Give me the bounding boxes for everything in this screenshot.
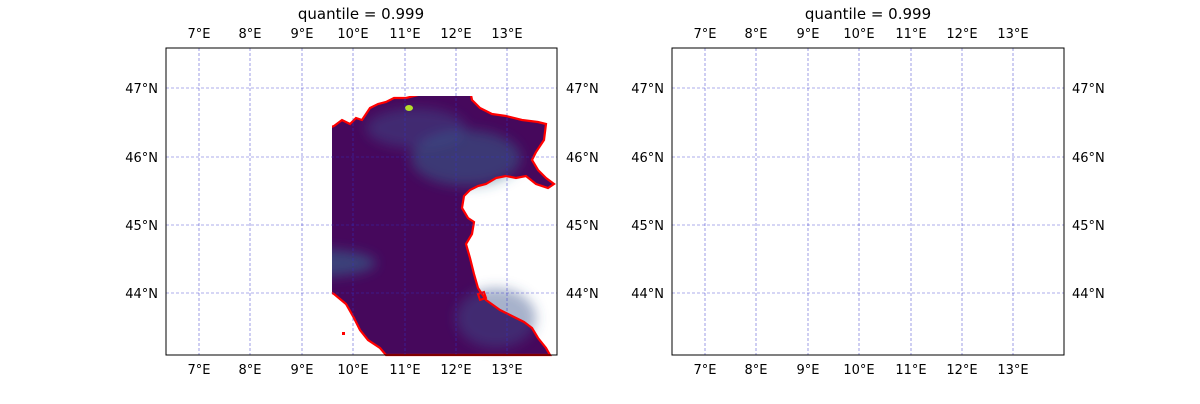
lon-tick-bottom-right-0: 7°E [694,363,717,378]
lat-tick-right-left-3: 44°N [566,287,599,302]
hotspot-left [405,105,413,111]
lat-tick-right-left-2: 45°N [566,219,599,234]
lon-tick-top-right-5: 12°E [946,27,977,42]
precip-field-left [332,96,556,357]
lat-tick-left-left-2: 45°N [125,219,158,234]
lat-tick-left-left-1: 46°N [125,151,158,166]
lat-tick-left-right-3: 44°N [631,287,664,302]
lat-tick-left-right-2: 45°N [631,219,664,234]
lon-tick-bottom-right-6: 13°E [997,363,1028,378]
lat-tick-right-left-0: 47°N [566,82,599,97]
lon-tick-top-left-3: 10°E [337,27,368,42]
lon-tick-top-right-1: 8°E [745,27,768,42]
lat-tick-left-left-0: 47°N [125,82,158,97]
map-panel-right: quantile = 0.999 [631,5,1105,378]
lon-tick-top-left-1: 8°E [239,27,262,42]
lon-tick-bottom-right-2: 9°E [797,363,820,378]
lat-tick-left-left-3: 44°N [125,287,158,302]
lat-tick-left-right-1: 46°N [631,151,664,166]
lat-tick-right-left-1: 46°N [566,151,599,166]
map-frame-left [165,47,558,356]
lon-tick-top-left-0: 7°E [188,27,211,42]
coastline-right [684,84,1060,355]
lat-tick-right-right-3: 44°N [1072,287,1105,302]
lon-tick-top-left-5: 12°E [440,27,471,42]
lon-tick-bottom-right-1: 8°E [745,363,768,378]
lat-tick-right-right-0: 47°N [1072,82,1105,97]
lon-tick-bottom-right-4: 11°E [895,363,926,378]
lat-tick-right-right-1: 46°N [1072,151,1105,166]
lon-tick-bottom-left-5: 12°E [440,363,471,378]
map-title-right: quantile = 0.999 [805,5,931,23]
lon-tick-bottom-left-2: 9°E [291,363,314,378]
lon-tick-top-right-2: 9°E [797,27,820,42]
lon-tick-bottom-left-1: 8°E [239,363,262,378]
lon-tick-bottom-left-4: 11°E [389,363,420,378]
lon-tick-bottom-left-3: 10°E [337,363,368,378]
lat-tick-right-right-2: 45°N [1072,219,1105,234]
lon-tick-bottom-right-3: 10°E [843,363,874,378]
precip-field-right [684,84,1060,358]
gridlines-left [166,48,557,355]
lon-tick-bottom-right-5: 12°E [946,363,977,378]
gridlines-right [672,48,1064,355]
map-panel-left: quantile = 0.999 7°E 8°E 9°E 10°E 11°E 1… [125,5,599,378]
lon-tick-bottom-left-0: 7°E [188,363,211,378]
map-frame-right [671,47,1065,356]
lon-tick-top-right-4: 11°E [895,27,926,42]
lon-tick-top-right-6: 13°E [997,27,1028,42]
lon-tick-bottom-left-6: 13°E [491,363,522,378]
lon-tick-top-left-2: 9°E [291,27,314,42]
lon-tick-top-left-6: 13°E [491,27,522,42]
map-title-left: quantile = 0.999 [298,5,424,23]
lat-tick-left-right-0: 47°N [631,82,664,97]
lon-tick-top-right-3: 10°E [843,27,874,42]
lon-tick-top-left-4: 11°E [389,27,420,42]
lon-tick-top-right-0: 7°E [694,27,717,42]
